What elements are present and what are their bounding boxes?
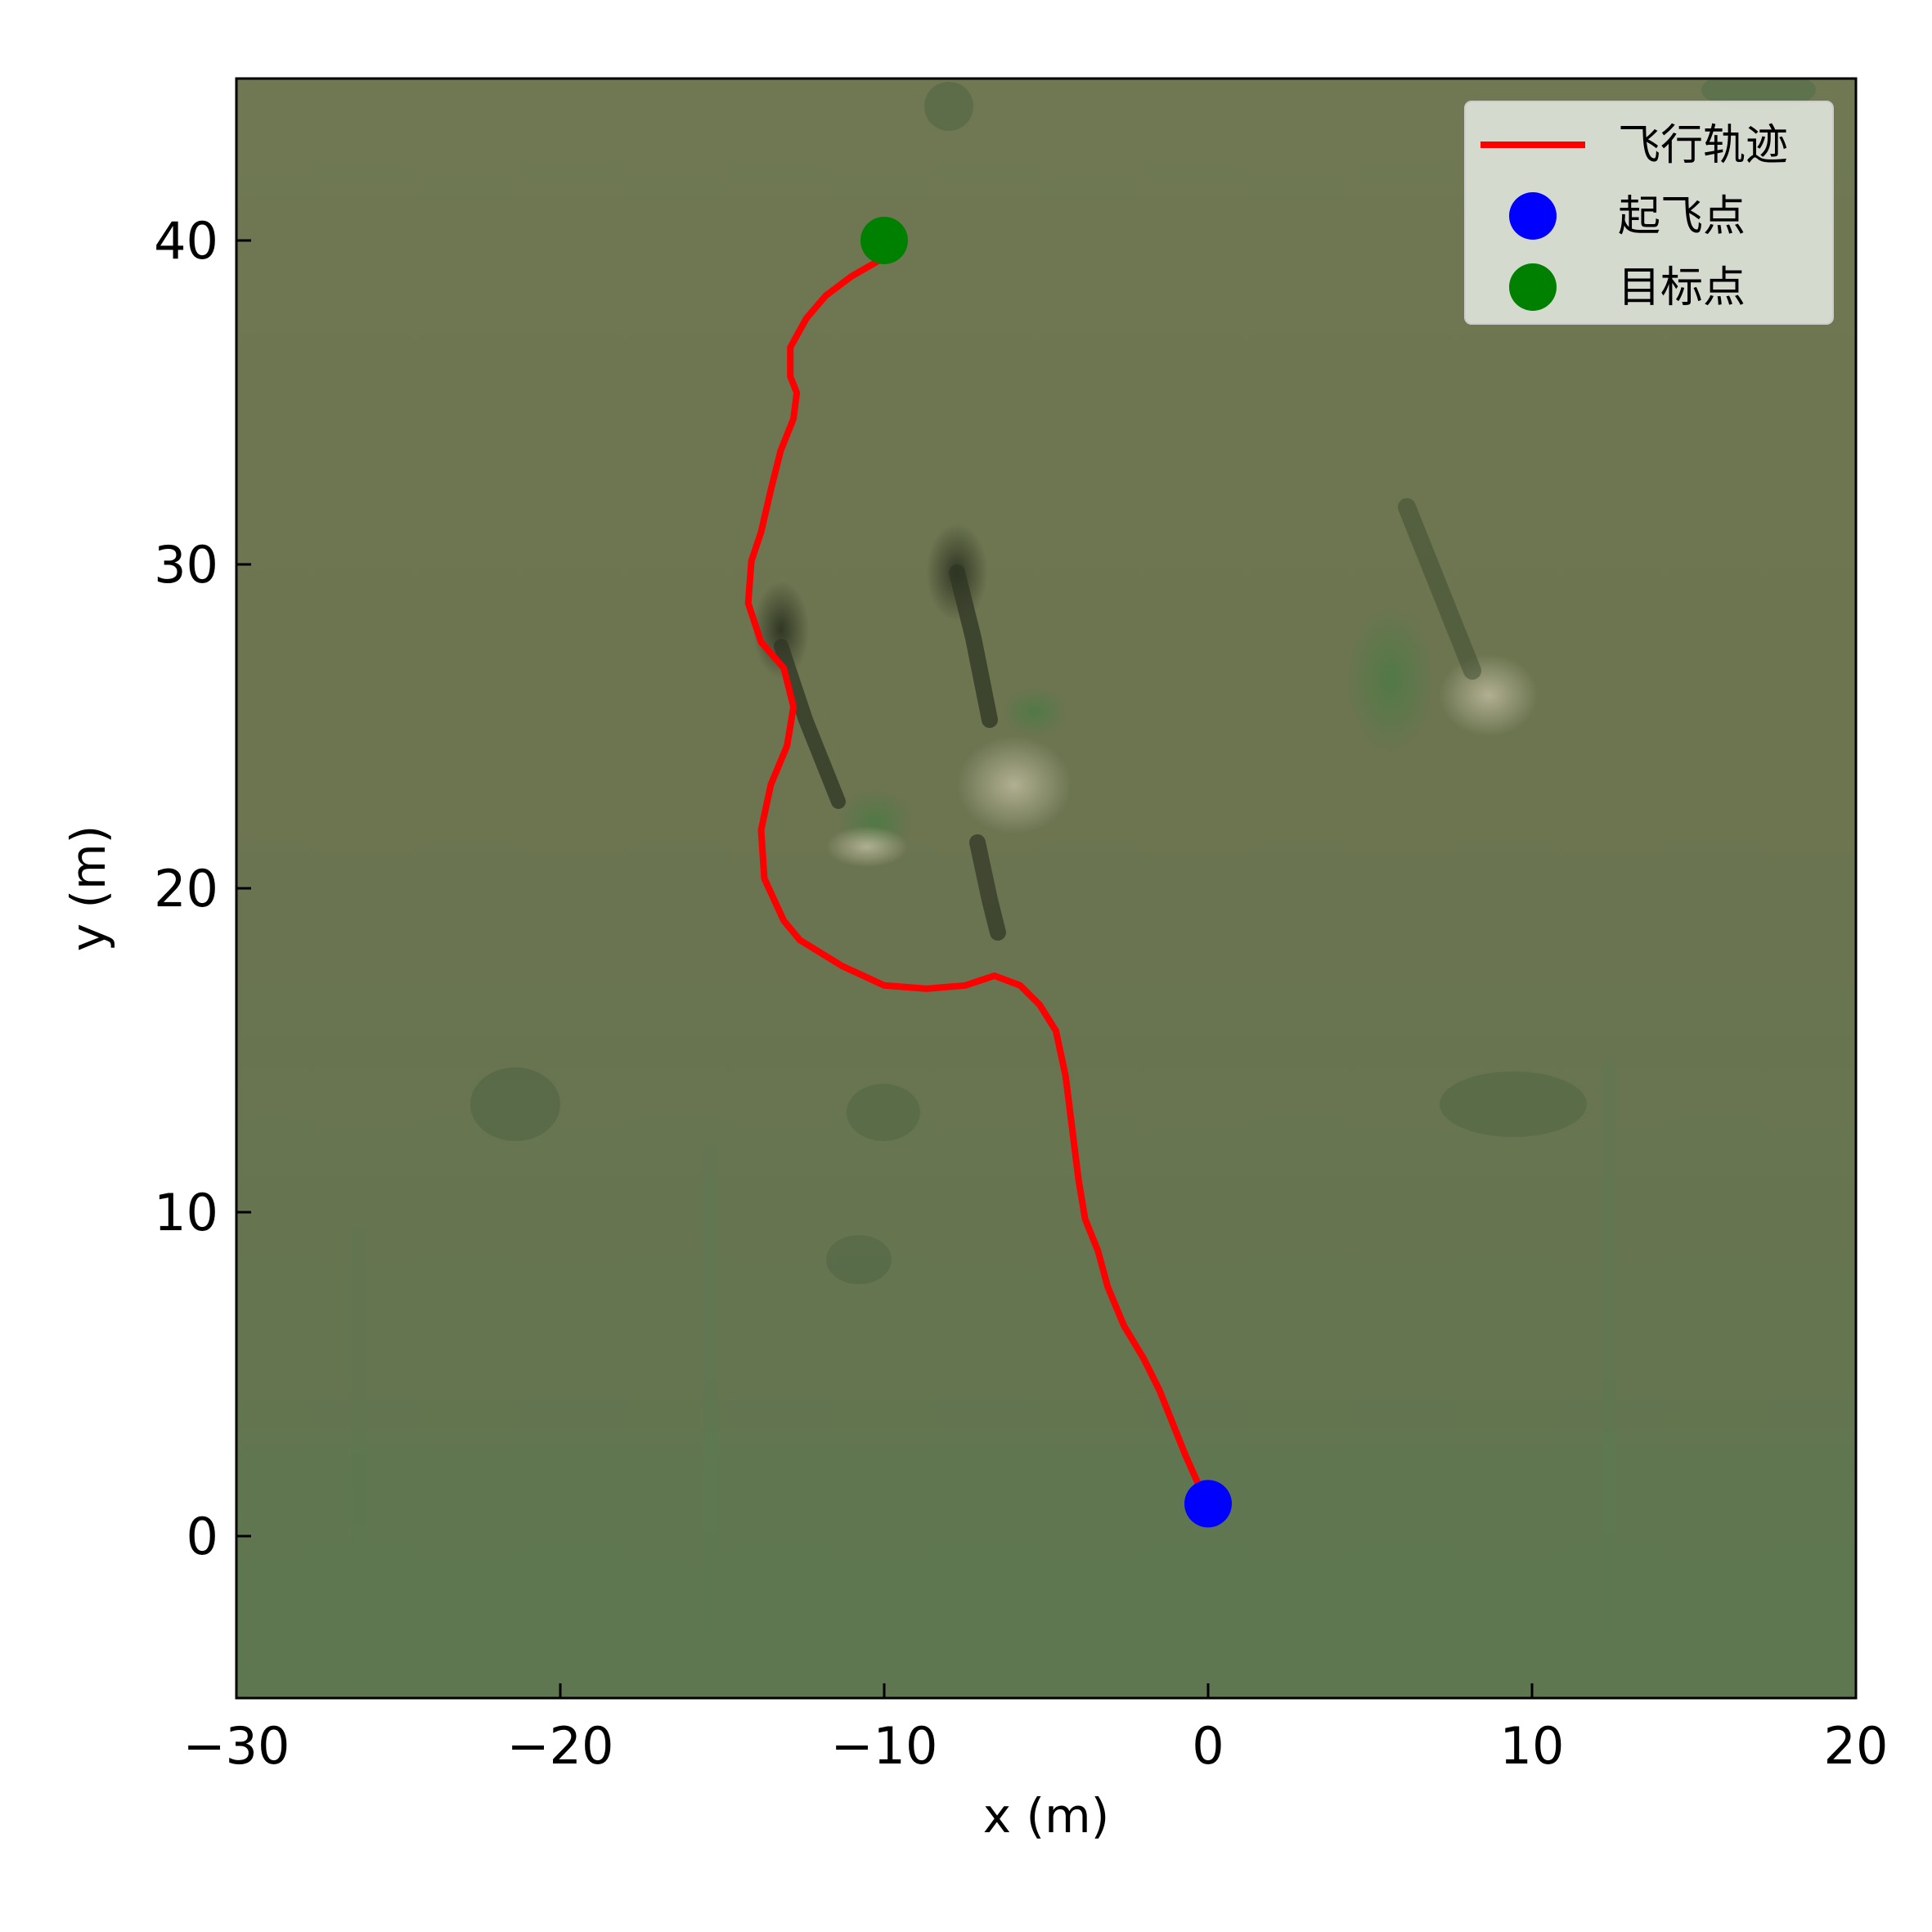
legend-label: 起飞点 xyxy=(1618,192,1746,241)
plot-area xyxy=(236,79,1856,1698)
x-tick-label: 10 xyxy=(1500,1716,1565,1776)
y-tick-label: 30 xyxy=(154,535,218,595)
x-tick-label: 20 xyxy=(1824,1716,1889,1776)
x-tick-label: −10 xyxy=(831,1716,938,1776)
y-tick-label: 10 xyxy=(154,1183,218,1242)
legend-label: 目标点 xyxy=(1618,263,1746,312)
legend-box xyxy=(1464,101,1834,325)
marker-layer xyxy=(860,217,1232,1528)
x-tick-label: −30 xyxy=(183,1716,290,1776)
satellite-texture xyxy=(236,79,1856,1698)
y-axis: 0 10 20 30 40 xyxy=(154,211,251,1566)
x-axis-label: x (m) xyxy=(983,1788,1110,1844)
y-tick-label: 40 xyxy=(154,211,218,271)
takeoff-point-marker xyxy=(1184,1480,1232,1528)
series-layer xyxy=(744,243,1202,1488)
y-tick-label: 0 xyxy=(186,1507,218,1566)
y-tick-label: 20 xyxy=(154,859,218,919)
x-axis: −30 −20 −10 0 10 20 xyxy=(183,1683,1889,1776)
x-tick-label: 0 xyxy=(1192,1716,1224,1776)
series-line-trajectory xyxy=(744,243,1202,1488)
y-axis-label: y (m) xyxy=(61,825,116,952)
legend-label: 飞行轨迹 xyxy=(1618,121,1788,170)
satellite-background xyxy=(236,79,1856,1698)
legend-swatch-dot xyxy=(1509,263,1557,311)
x-tick-label: −20 xyxy=(507,1716,614,1776)
legend-swatch-dot xyxy=(1509,192,1557,240)
target-point-marker xyxy=(860,217,908,264)
